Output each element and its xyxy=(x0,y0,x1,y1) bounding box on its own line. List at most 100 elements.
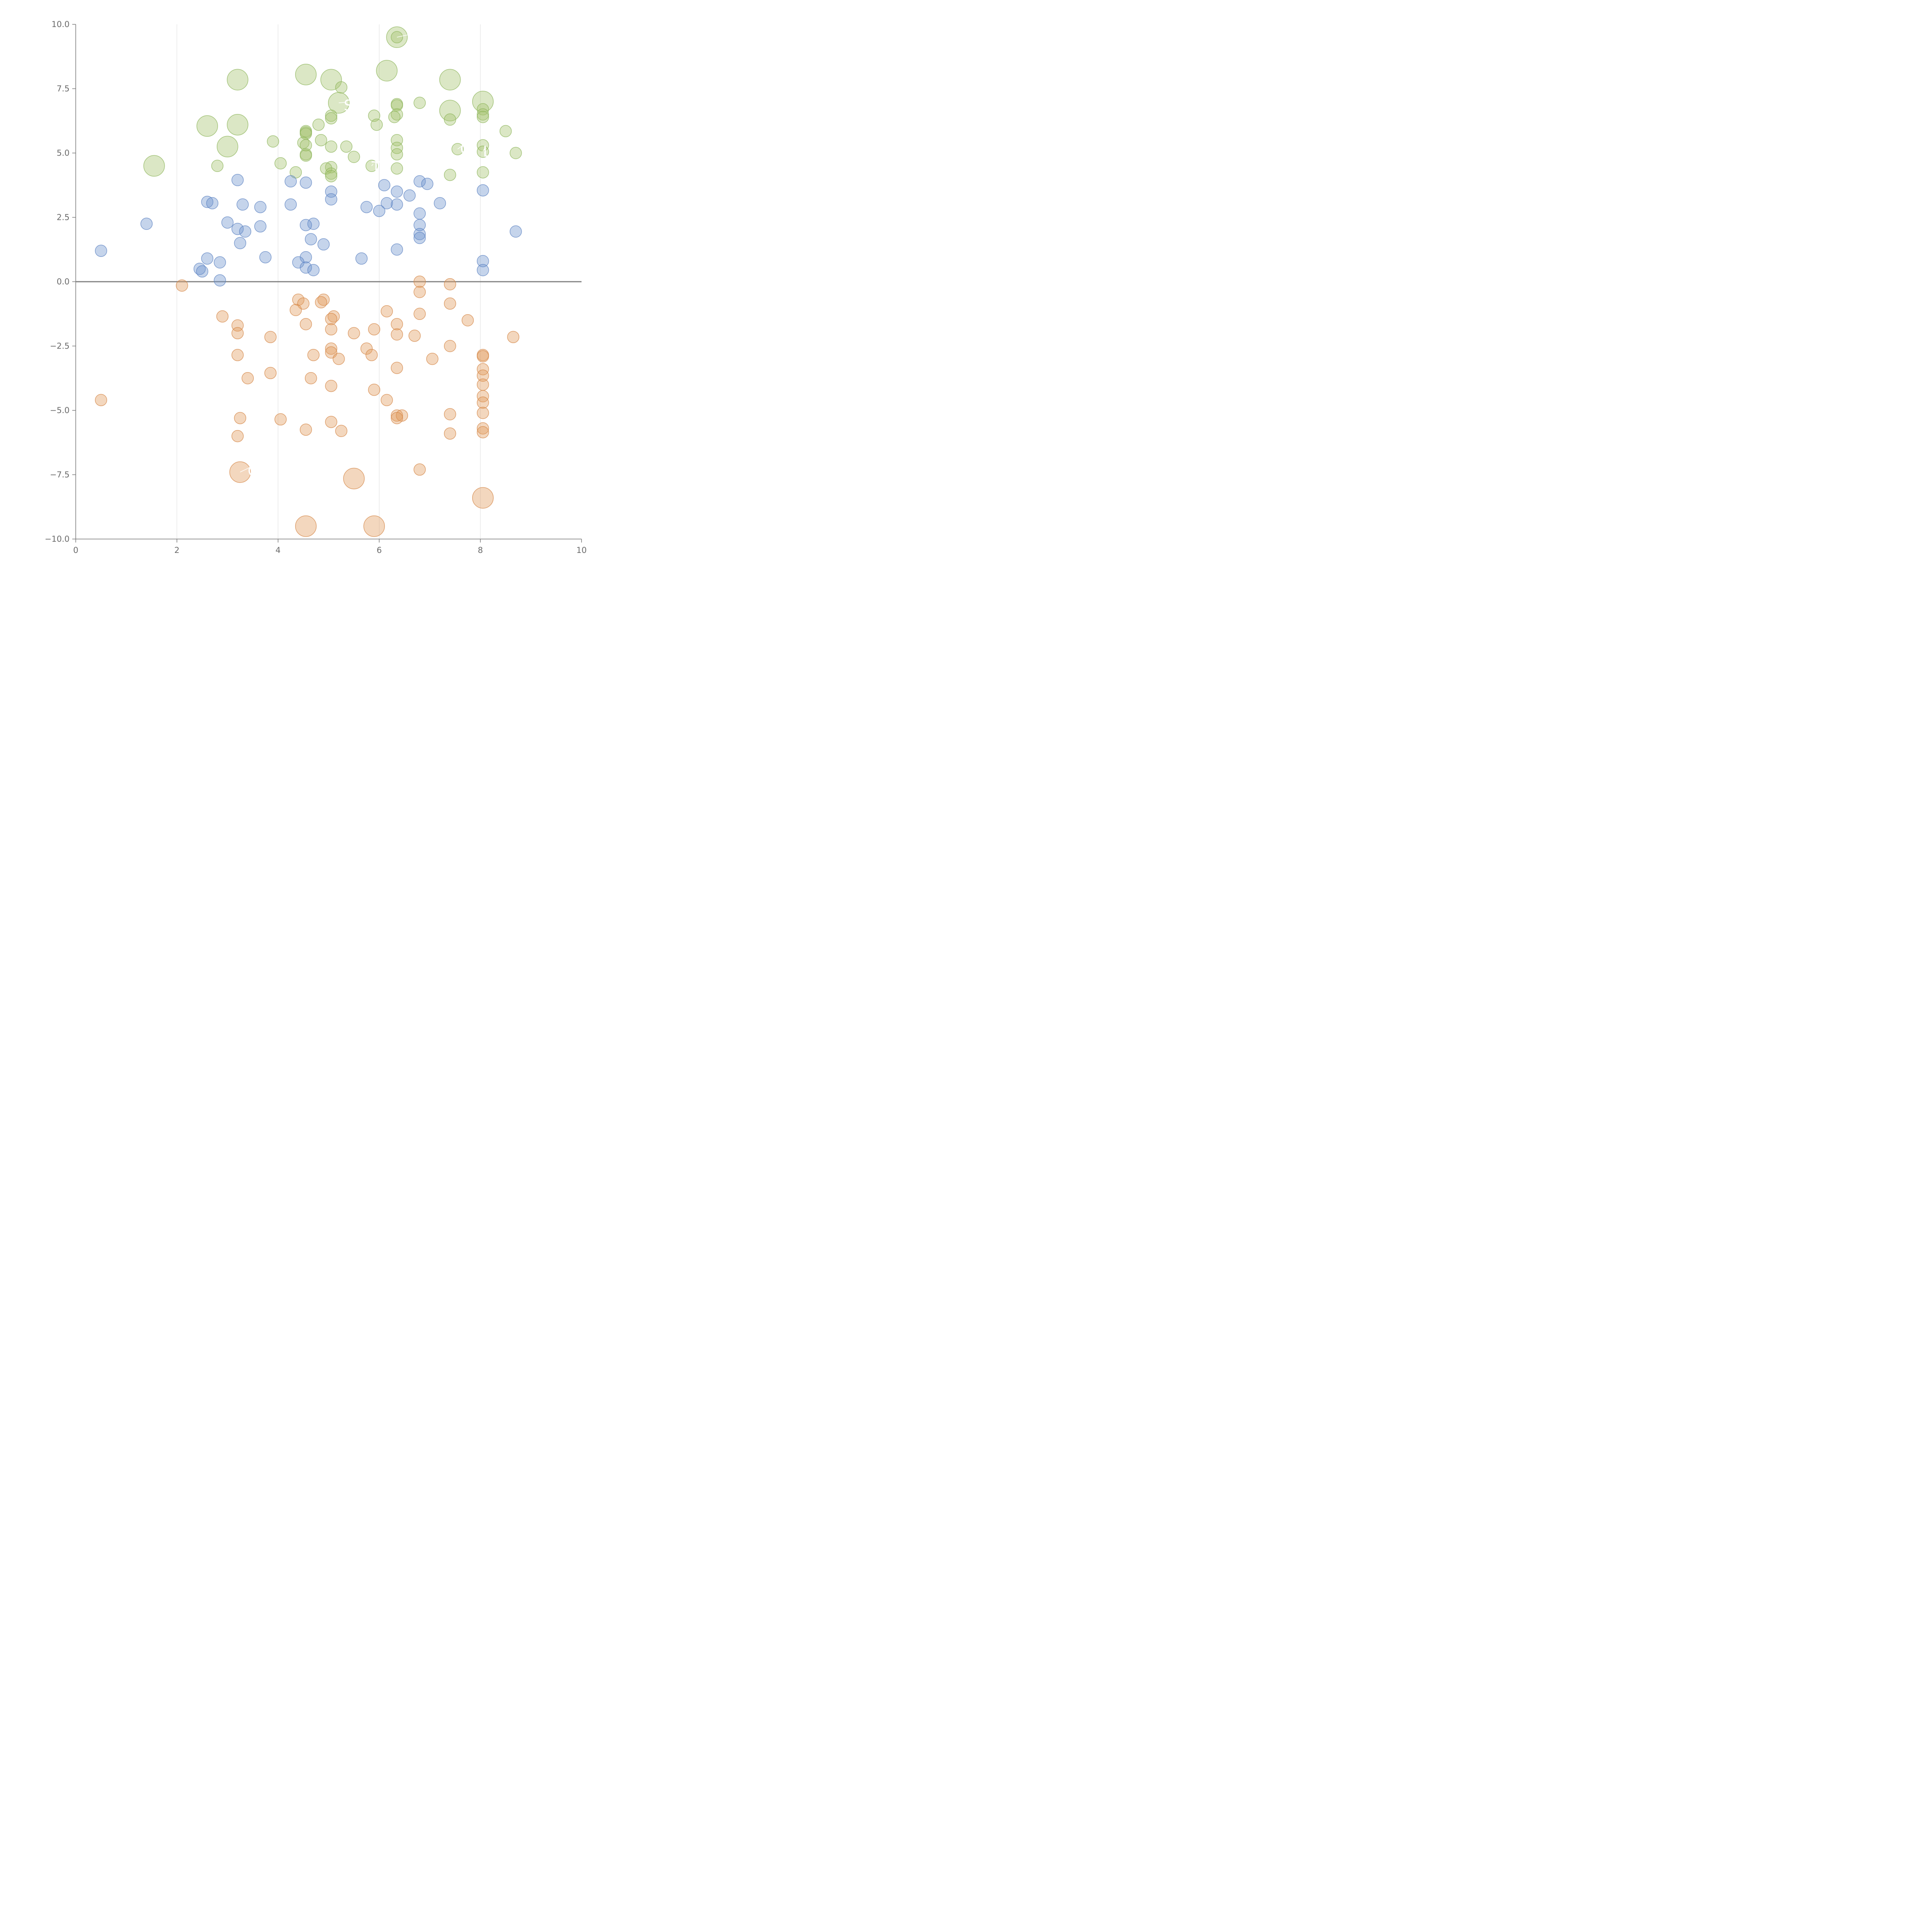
annotations: C S T G L C xyxy=(240,29,491,480)
data-point-series-3 xyxy=(216,310,229,323)
data-point-series-3 xyxy=(304,372,317,384)
data-point-series-3 xyxy=(444,297,456,310)
data-point-series-2 xyxy=(391,243,403,256)
data-point-series-2 xyxy=(304,233,317,245)
data-point-series-3 xyxy=(332,353,345,365)
data-point-series-2 xyxy=(299,251,312,264)
data-point-series-2 xyxy=(476,255,489,267)
data-point-series-3 xyxy=(231,430,244,442)
data-point-series-2 xyxy=(391,198,403,211)
data-point-series-1 xyxy=(211,160,224,172)
data-point-series-1 xyxy=(376,60,398,82)
data-point-series-3 xyxy=(325,416,337,428)
data-point-series-3 xyxy=(391,412,403,424)
data-point-series-3 xyxy=(368,383,381,396)
data-point-series-1 xyxy=(216,136,238,158)
data-point-series-2 xyxy=(221,216,234,229)
data-point-series-3 xyxy=(325,379,337,392)
data-point-series-1 xyxy=(499,125,512,138)
data-point-series-3 xyxy=(413,276,426,288)
data-point-series-3 xyxy=(476,390,489,403)
data-point-series-1 xyxy=(143,155,165,177)
x-tick-label: 8 xyxy=(478,546,483,555)
data-point-series-3 xyxy=(381,394,393,406)
data-point-series-1 xyxy=(476,111,489,123)
data-point-series-1 xyxy=(297,136,310,149)
data-point-series-3 xyxy=(299,423,312,436)
data-point-series-3 xyxy=(325,313,337,325)
scatter-chart: 0 2 4 6 8 10 10.0 7.5 5.0 2.5 0.0 −2.5 −5.0 −7.5 −10.0… xyxy=(0,0,602,602)
annotation-label: C xyxy=(410,29,420,46)
data-point-series-2 xyxy=(292,256,304,269)
data-point-series-2 xyxy=(196,265,208,278)
data-point-series-1 xyxy=(444,113,456,126)
data-point-series-3 xyxy=(242,372,254,384)
data-point-series-3 xyxy=(391,362,403,374)
data-point-series-2 xyxy=(307,218,320,230)
data-point-series-1 xyxy=(325,161,337,173)
data-point-series-3 xyxy=(408,330,421,342)
data-point-series-2 xyxy=(239,225,252,238)
data-point-series-2 xyxy=(254,220,267,233)
data-point-series-3 xyxy=(444,278,456,291)
data-point-series-3 xyxy=(327,310,340,323)
y-tick-label: −2.5 xyxy=(50,342,70,351)
data-point-series-3 xyxy=(413,286,426,298)
data-point-series-3 xyxy=(461,314,474,327)
data-point-series-1 xyxy=(391,108,403,121)
annotation-label: C xyxy=(248,463,258,480)
data-point-series-2 xyxy=(206,197,219,209)
y-tick-label: 2.5 xyxy=(57,213,70,222)
data-point-series-3 xyxy=(360,342,373,355)
data-point-series-3 xyxy=(426,353,439,365)
data-point-series-3 xyxy=(381,305,393,318)
data-point-series-3 xyxy=(231,349,244,361)
data-point-series-2 xyxy=(214,256,226,269)
data-point-series-3 xyxy=(472,487,494,509)
data-point-series-3 xyxy=(295,515,317,537)
data-point-series-1 xyxy=(227,69,248,90)
data-point-series-1 xyxy=(348,151,360,163)
data-point-series-3 xyxy=(476,426,489,439)
data-point-series-1 xyxy=(325,112,337,124)
annotation-label: L xyxy=(483,143,491,160)
data-point-series-2 xyxy=(476,264,489,276)
data-point-series-3 xyxy=(413,463,426,476)
data-point-series-1 xyxy=(388,111,401,123)
data-point-series-1 xyxy=(368,109,381,122)
x-tick-label: 2 xyxy=(174,546,179,555)
data-point-series-2 xyxy=(391,185,403,198)
data-point-series-3 xyxy=(315,296,327,309)
data-point-series-3 xyxy=(413,308,426,320)
data-point-series-2 xyxy=(421,178,434,190)
data-point-series-2 xyxy=(373,205,386,217)
data-point-series-2 xyxy=(193,262,206,275)
data-point-series-2 xyxy=(254,201,267,213)
data-point-series-1 xyxy=(371,118,383,131)
data-point-series-2 xyxy=(413,207,426,220)
data-point-series-2 xyxy=(434,197,446,209)
data-point-series-2 xyxy=(299,176,312,189)
data-point-series-1 xyxy=(444,168,456,181)
data-point-series-3 xyxy=(476,350,489,362)
annotation-leader-line xyxy=(338,102,345,103)
y-tick-label: −7.5 xyxy=(50,470,70,480)
data-point-series-2 xyxy=(307,264,320,276)
data-point-series-1 xyxy=(391,141,403,154)
data-point-series-2 xyxy=(413,232,426,244)
y-tick-label: 5.0 xyxy=(57,148,70,158)
data-point-series-2 xyxy=(284,198,297,211)
data-point-series-3 xyxy=(231,327,244,339)
data-point-series-1 xyxy=(274,157,287,170)
data-point-series-1 xyxy=(267,135,279,148)
data-point-series-3 xyxy=(264,331,277,343)
data-point-series-3 xyxy=(444,427,456,440)
data-point-series-3 xyxy=(234,412,247,424)
data-point-series-1 xyxy=(391,162,403,175)
data-point-series-3 xyxy=(391,328,403,341)
data-point-series-2 xyxy=(476,184,489,197)
y-tick-label: −10.0 xyxy=(45,534,70,544)
data-point-series-1 xyxy=(227,114,248,136)
annotation-leader-line xyxy=(457,146,462,150)
data-point-series-3 xyxy=(363,515,385,537)
